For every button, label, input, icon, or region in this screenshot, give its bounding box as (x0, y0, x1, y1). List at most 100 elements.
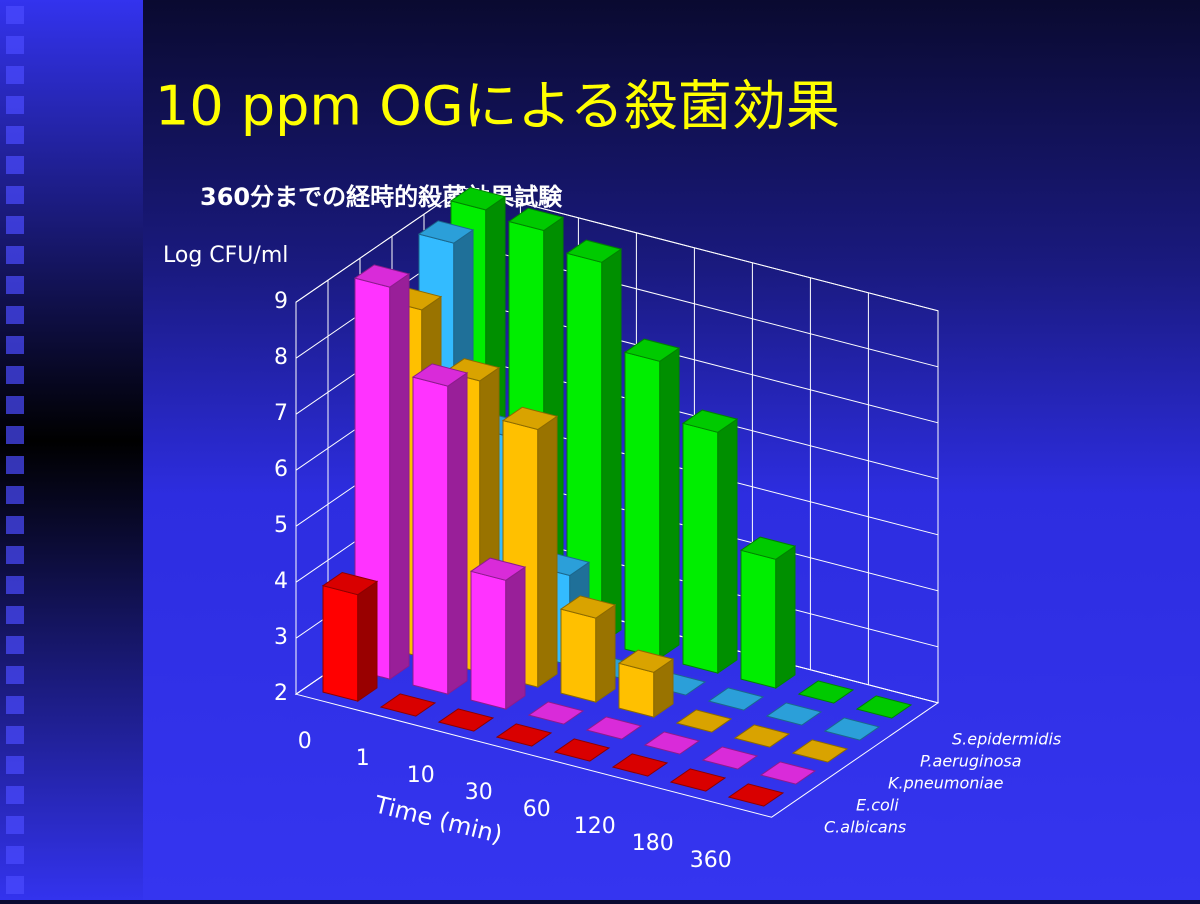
bar-top (675, 709, 733, 733)
bar (411, 363, 469, 696)
bar (623, 338, 681, 660)
bar-top (797, 680, 855, 704)
y-tick-label: 4 (274, 569, 288, 594)
bar-top (765, 702, 823, 726)
bar-side (505, 566, 526, 711)
legend-label: P.aeruginosa (920, 752, 1022, 771)
y-axis-title: Log CFU/ml (163, 243, 288, 268)
bar-side (389, 272, 410, 681)
bar-top (727, 783, 785, 807)
bar-front (470, 570, 507, 710)
bar-top (527, 701, 585, 725)
bar (379, 693, 437, 717)
chart-subtitle: 360分までの経時的殺菌効果試験 (200, 183, 563, 211)
bar-front (740, 549, 777, 689)
bar (681, 409, 739, 675)
x-tick-label: 180 (632, 831, 674, 856)
grid-line (295, 187, 939, 312)
legend-label: K.pneumoniae (888, 774, 1004, 793)
bar (759, 761, 817, 785)
bar-top (759, 761, 817, 785)
bar-front (322, 585, 359, 702)
bar-top (733, 724, 791, 748)
bar-top (353, 264, 411, 288)
bar (559, 595, 617, 704)
bar-side (659, 347, 680, 660)
bar (765, 702, 823, 726)
bar-top (623, 338, 681, 362)
bar (855, 695, 913, 719)
x-tick-label: 360 (690, 848, 732, 873)
bar-top (379, 693, 437, 717)
bar-front (560, 608, 597, 703)
bar (469, 557, 527, 711)
y-tick-label: 2 (274, 681, 288, 706)
y-tick-label: 5 (274, 513, 288, 538)
bar-top (437, 708, 495, 732)
bar (791, 739, 849, 763)
bar-top (507, 207, 565, 232)
bar (739, 536, 797, 690)
x-tick-label: 1 (356, 746, 370, 771)
bar-top (495, 723, 553, 747)
y-tick-label: 6 (274, 457, 288, 482)
bar (669, 768, 727, 792)
bar (797, 680, 855, 704)
bar (823, 717, 881, 741)
chart: 2 3 4 5 6 7 8 9 0 1 10 30 60 120 180 360 C.albicans E.col… (274, 186, 1061, 873)
bar-side (595, 603, 616, 704)
bar-top (855, 695, 913, 719)
bar-top (669, 768, 727, 792)
legend-label: E.coli (856, 796, 899, 815)
bar-top (321, 571, 379, 596)
bar (585, 716, 643, 740)
bar-top (611, 753, 669, 777)
bar (701, 746, 759, 770)
bar (321, 571, 379, 703)
bar (643, 731, 701, 755)
x-tick-label: 30 (465, 780, 493, 805)
bar-side (601, 248, 622, 645)
bar-top (553, 738, 611, 762)
bar-top (707, 687, 765, 711)
bar-top (501, 406, 559, 431)
bar (675, 709, 733, 733)
bar (707, 687, 765, 711)
bar-top (565, 239, 623, 263)
y-tick-label: 3 (274, 625, 288, 650)
bar-side (537, 415, 558, 689)
x-tick-label: 60 (523, 797, 551, 822)
bar-top (701, 746, 759, 770)
bar-top (411, 363, 469, 387)
bar (553, 738, 611, 762)
bar-side (717, 418, 738, 675)
y-tick-label: 8 (274, 345, 288, 370)
bar-front (412, 376, 449, 695)
bar-top (739, 536, 797, 560)
bar (565, 239, 623, 645)
bar (733, 724, 791, 748)
bar-side (357, 580, 378, 703)
bar (437, 708, 495, 732)
bar-top (643, 731, 701, 755)
legend-label: S.epidermidis (952, 730, 1061, 749)
slide-title: 10 ppm OGによる殺菌効果 (155, 75, 840, 138)
x-tick-label: 120 (574, 814, 616, 839)
bar-front (682, 422, 719, 674)
bar-side (775, 545, 796, 690)
bar (727, 783, 785, 807)
bar-top (617, 649, 675, 673)
bar-side (447, 371, 468, 696)
bar-top (681, 409, 739, 433)
bar-top (559, 595, 617, 619)
y-tick-label: 9 (274, 289, 288, 314)
bar-top (469, 557, 527, 581)
bar-top (449, 187, 507, 211)
bar (495, 723, 553, 747)
y-tick-label: 7 (274, 401, 288, 426)
bar-front (624, 351, 661, 659)
bar (527, 701, 585, 725)
x-tick-label: 10 (407, 763, 435, 788)
bar-top (791, 739, 849, 763)
